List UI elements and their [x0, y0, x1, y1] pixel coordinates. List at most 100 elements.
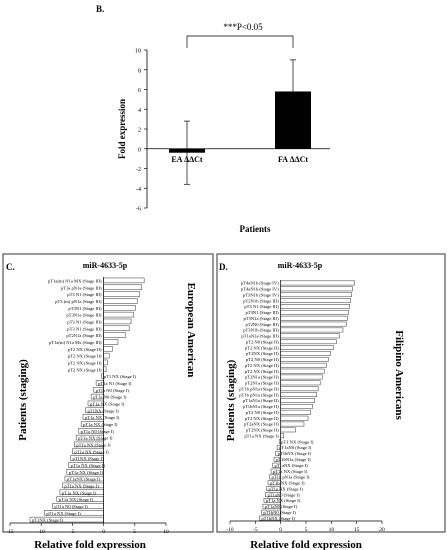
bar	[280, 380, 321, 386]
x-tick-label: 15	[354, 527, 360, 533]
panel-d-plot: -10 -5 0 5 10 15 20 pT4aN1b (Stage IV)pT4aN1b (…	[226, 280, 385, 533]
category-label: pT1b pN1a (Stage II)	[239, 386, 279, 391]
bar	[103, 291, 141, 297]
category-label: pT1a N0 (Stage I)	[54, 504, 88, 509]
category-label: pT1a N0 (Stage I)	[96, 388, 130, 393]
x-tick-label: 5	[133, 529, 136, 535]
category-label: pT1a NX (Stage I)	[83, 422, 118, 427]
x-tick-label: -5	[70, 529, 75, 535]
category-label: pT2 N0 (Stage II)	[246, 410, 279, 415]
category-label: pT2NX (Stage II)	[246, 351, 279, 356]
panel-c-ylabel: Patients (staging)	[17, 359, 29, 441]
category-label: pT2 NX (Stage II)	[68, 347, 102, 352]
panel-d-group-label: Filipino Americans	[393, 330, 405, 420]
panel-b-bars	[169, 35, 311, 185]
panel-b-ylabel: Fold expression	[117, 99, 127, 159]
category-label: pT2 NX (Stage II)	[245, 416, 279, 421]
panel-d-ylabel: Patients (staging)	[225, 359, 237, 441]
category-label: pT1bN1a (Stage I)	[276, 457, 311, 462]
y-tick-label: 8	[138, 68, 141, 74]
category-label: pT3 N1 (Stage III)	[67, 319, 102, 324]
category-label: pT1a NX (Stage I)	[76, 442, 111, 447]
category-label: pT2 NX (Stage II)	[68, 360, 102, 365]
category-label: pT2 NX (Stage II)	[245, 369, 279, 374]
panel-d-label: D.	[219, 262, 228, 272]
panel-b-xlabel: Patients	[240, 224, 271, 234]
category-label: pT3 N1 (Stage III)	[67, 326, 102, 331]
significance-bracket	[186, 35, 294, 48]
bar	[280, 374, 323, 380]
category-label: pT2 N0 (Stage II)	[246, 339, 279, 344]
category-label: FA ΔΔCt	[278, 155, 308, 164]
x-tick-label: -10	[226, 527, 234, 533]
category-label: pT1aN0 (Stage I)	[267, 492, 300, 497]
category-label: pT4aN1b (Stage IV)	[241, 281, 279, 286]
category-label: pT1a NX (Stage I)	[59, 497, 94, 502]
bar	[103, 346, 113, 352]
panel-b: B. Fold expression Patients ***P<0.05 10…	[96, 4, 330, 234]
bar	[103, 277, 145, 284]
category-label: pT1a(m) N1a Mx (Stage III)	[49, 340, 102, 345]
bar	[280, 321, 347, 327]
category-label: pT1a NX (Stage I)	[62, 490, 97, 495]
panel-c-xlabel: Relative fold expression	[34, 539, 146, 550]
category-label: pT2N1a (Stage II)	[245, 375, 279, 380]
category-label: pT1bN1a (Stage II)	[243, 404, 279, 409]
category-label: pT3N1a (Stage III)	[66, 313, 102, 318]
category-label: pT1bNX (Stage I)	[261, 516, 295, 521]
panel-c-frame	[2, 253, 214, 533]
category-label: pT3 N1 (Stage III)	[244, 304, 279, 309]
category-label: pT1aN1a (Stage II)	[243, 398, 279, 403]
x-tick-label: 5	[305, 527, 308, 533]
category-label: pT2 NX (Stage II)	[245, 345, 279, 350]
category-label: pT2 NX (Stage II)	[68, 354, 102, 359]
category-label: pT1a NX (Stage I)	[46, 511, 81, 516]
category-label: pT1aNX (Stage I)	[275, 463, 309, 468]
panel-b-label: B.	[96, 4, 104, 14]
category-label: pT2NX (Stage II)	[246, 428, 279, 433]
x-tick-label: 0	[279, 527, 282, 533]
bar	[280, 404, 313, 409]
y-tick-label: -4	[136, 187, 141, 193]
x-tick-label: 20	[379, 527, 385, 533]
bar	[280, 286, 353, 292]
category-label: pT1bN0 (Stage I)	[263, 510, 296, 515]
category-label: pT1NX (Stage I)	[32, 518, 64, 523]
x-tick-label: 10	[329, 527, 335, 533]
y-tick-label: -2	[136, 167, 141, 173]
category-label: pT1a NX (Stage I)	[78, 436, 113, 441]
bar	[280, 333, 340, 339]
panel-c-plot: -15 -10 -5 0 5 10 pT1a(m) N1a MX (Stage III) pT…	[6, 277, 169, 535]
category-label: pT3N1a (Stage III)	[243, 316, 279, 321]
bar	[103, 284, 142, 290]
bar	[280, 339, 337, 345]
bar	[280, 280, 355, 286]
category-label: pT1a NX (Stage I)	[266, 498, 301, 503]
bar	[103, 352, 110, 359]
y-tick-label: 4	[138, 108, 141, 114]
bar	[280, 351, 331, 356]
bar	[103, 318, 132, 325]
bar	[280, 433, 284, 439]
panel-b-ticks: 10 8 6 4 2 0 -2 -4 -6 EA ΔΔCt FA ΔΔCt	[135, 49, 308, 213]
category-label: pT1a pN1a (Stage III)	[61, 285, 102, 290]
significance-label: ***P<0.05	[223, 22, 263, 32]
panel-c-label: C.	[6, 262, 15, 272]
category-label: pT1aN0 (Stage I)	[265, 504, 298, 509]
panel-c: C. miR-4633-5p Patients (staging) Europe…	[2, 253, 214, 550]
category-label: pT1bNX (Stage I)	[278, 451, 312, 456]
category-label: pT1aN0 (Stage I)	[279, 445, 312, 450]
bar	[280, 298, 351, 303]
category-label: pT1a NX (Stage I)	[90, 401, 125, 406]
bar	[280, 356, 329, 362]
x-tick-label: -5	[253, 527, 258, 533]
bar	[280, 315, 348, 321]
category-label: pT3N1b (Stage III)	[243, 328, 279, 333]
category-label: pT1a NX (Stage I)	[64, 483, 99, 488]
bar	[280, 398, 315, 403]
bar	[280, 362, 327, 368]
category-label: pT3 (m) pN1a (Stage III)	[55, 299, 102, 304]
category-label: pT1a NX (Stage I)	[69, 470, 104, 475]
category-label: pT1 NX (Stage I)	[281, 439, 314, 444]
